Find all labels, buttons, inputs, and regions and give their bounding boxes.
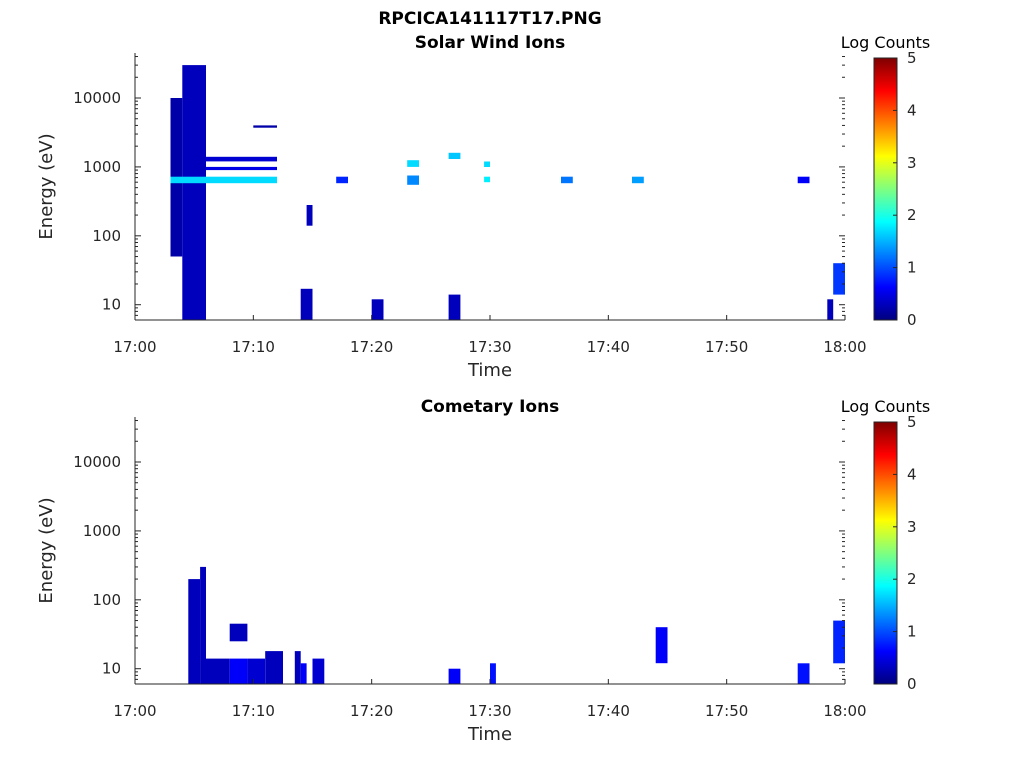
heatmap-cell bbox=[407, 160, 419, 167]
colorbar-tick-label: 0 bbox=[907, 675, 917, 693]
heatmap-cell bbox=[833, 263, 845, 295]
heatmap-cell bbox=[306, 205, 313, 226]
colorbar-tick-label: 1 bbox=[907, 259, 917, 277]
heatmap-cell bbox=[632, 176, 644, 184]
colorbar-scale bbox=[873, 421, 898, 685]
heatmap-cell bbox=[229, 623, 248, 642]
x-tick-label: 17:30 bbox=[468, 338, 511, 356]
colorbar-tick-label: 4 bbox=[907, 465, 917, 483]
heatmap-cell bbox=[833, 620, 845, 664]
heatmap-cell bbox=[300, 288, 313, 320]
heatmap-cell bbox=[484, 161, 490, 167]
y-tick-label: 10000 bbox=[73, 453, 121, 471]
y-tick-label: 100 bbox=[92, 591, 121, 609]
figure-title: RPCICA141117T17.PNG bbox=[378, 9, 601, 29]
heatmap-cell bbox=[206, 156, 277, 162]
x-tick-label: 17:40 bbox=[587, 338, 630, 356]
heatmap-cell bbox=[407, 175, 419, 185]
colorbar-tick-label: 2 bbox=[907, 206, 917, 224]
heatmap-cell bbox=[561, 176, 573, 184]
x-tick-label: 17:10 bbox=[232, 338, 275, 356]
heatmap-cells bbox=[188, 566, 845, 684]
colorbar-tick-label: 5 bbox=[907, 49, 917, 67]
heatmap-cell bbox=[490, 663, 496, 684]
heatmap-cell bbox=[253, 125, 277, 128]
heatmap-cell bbox=[200, 566, 206, 684]
x-tick-label: 17:40 bbox=[587, 702, 630, 720]
heatmap-cell bbox=[484, 176, 490, 183]
colorbar-scale bbox=[873, 57, 898, 321]
heatmap-cell bbox=[448, 668, 461, 684]
heatmap-cell bbox=[229, 658, 248, 684]
colorbar-tick-label: 4 bbox=[907, 101, 917, 119]
x-tick-label: 18:00 bbox=[823, 702, 866, 720]
x-tick-label: 17:50 bbox=[705, 338, 748, 356]
heatmap-cell bbox=[655, 627, 668, 664]
heatmap-cell bbox=[206, 166, 277, 171]
heatmap-cell bbox=[797, 176, 810, 184]
x-tick-label: 17:30 bbox=[468, 702, 511, 720]
heatmap-cell bbox=[371, 299, 384, 320]
heatmap-cell bbox=[448, 294, 461, 320]
y-axis-label: Energy (eV) bbox=[36, 133, 57, 239]
heatmap-cell bbox=[182, 65, 206, 320]
x-axis-label: Time bbox=[467, 724, 512, 745]
x-tick-label: 18:00 bbox=[823, 338, 866, 356]
heatmap-cell bbox=[294, 651, 301, 684]
colorbar-tick-label: 3 bbox=[907, 154, 917, 172]
heatmap-cell bbox=[206, 658, 230, 684]
heatmap-cell bbox=[827, 299, 834, 320]
heatmap-cell bbox=[247, 658, 266, 684]
colorbar-tick-label: 0 bbox=[907, 311, 917, 329]
x-tick-label: 17:00 bbox=[113, 702, 156, 720]
heatmap-cell bbox=[336, 176, 348, 184]
x-axis-label: Time bbox=[467, 360, 512, 381]
heatmap-cell bbox=[312, 658, 325, 684]
heatmap-cell bbox=[300, 663, 307, 684]
x-tick-label: 17:50 bbox=[705, 702, 748, 720]
y-tick-label: 1000 bbox=[83, 158, 121, 176]
panel-title: Cometary Ions bbox=[421, 397, 560, 417]
colorbar-title: Log Counts bbox=[841, 397, 931, 416]
y-tick-label: 10000 bbox=[73, 89, 121, 107]
heatmap-cell bbox=[265, 651, 283, 684]
x-tick-label: 17:20 bbox=[350, 702, 393, 720]
y-tick-label: 100 bbox=[92, 227, 121, 245]
colorbar-tick-label: 1 bbox=[907, 623, 917, 641]
heatmap-cells bbox=[170, 65, 845, 320]
heatmap-cell bbox=[188, 579, 201, 684]
x-tick-label: 17:20 bbox=[350, 338, 393, 356]
colorbar-tick-label: 5 bbox=[907, 413, 917, 431]
x-tick-label: 17:00 bbox=[113, 338, 156, 356]
y-tick-label: 1000 bbox=[83, 522, 121, 540]
colorbar-tick-label: 2 bbox=[907, 570, 917, 588]
heatmap-cell bbox=[448, 152, 461, 159]
y-axis-label: Energy (eV) bbox=[36, 497, 57, 603]
y-tick-label: 10 bbox=[102, 660, 121, 678]
heatmap-panel-1: Solar Wind Ions 17:00 17:10 17:20 17:30 17:40… bbox=[36, 33, 930, 381]
colorbar-tick-label: 3 bbox=[907, 518, 917, 536]
heatmap-panel-2: Cometary Ions 17:00 17:10 17:20 17:30 17:40 17… bbox=[36, 397, 930, 745]
y-tick-label: 10 bbox=[102, 296, 121, 314]
heatmap-cell bbox=[797, 663, 810, 684]
x-tick-label: 17:10 bbox=[232, 702, 275, 720]
panel-title: Solar Wind Ions bbox=[415, 33, 566, 53]
colorbar-title: Log Counts bbox=[841, 33, 931, 52]
heatmap-cell bbox=[170, 176, 277, 184]
